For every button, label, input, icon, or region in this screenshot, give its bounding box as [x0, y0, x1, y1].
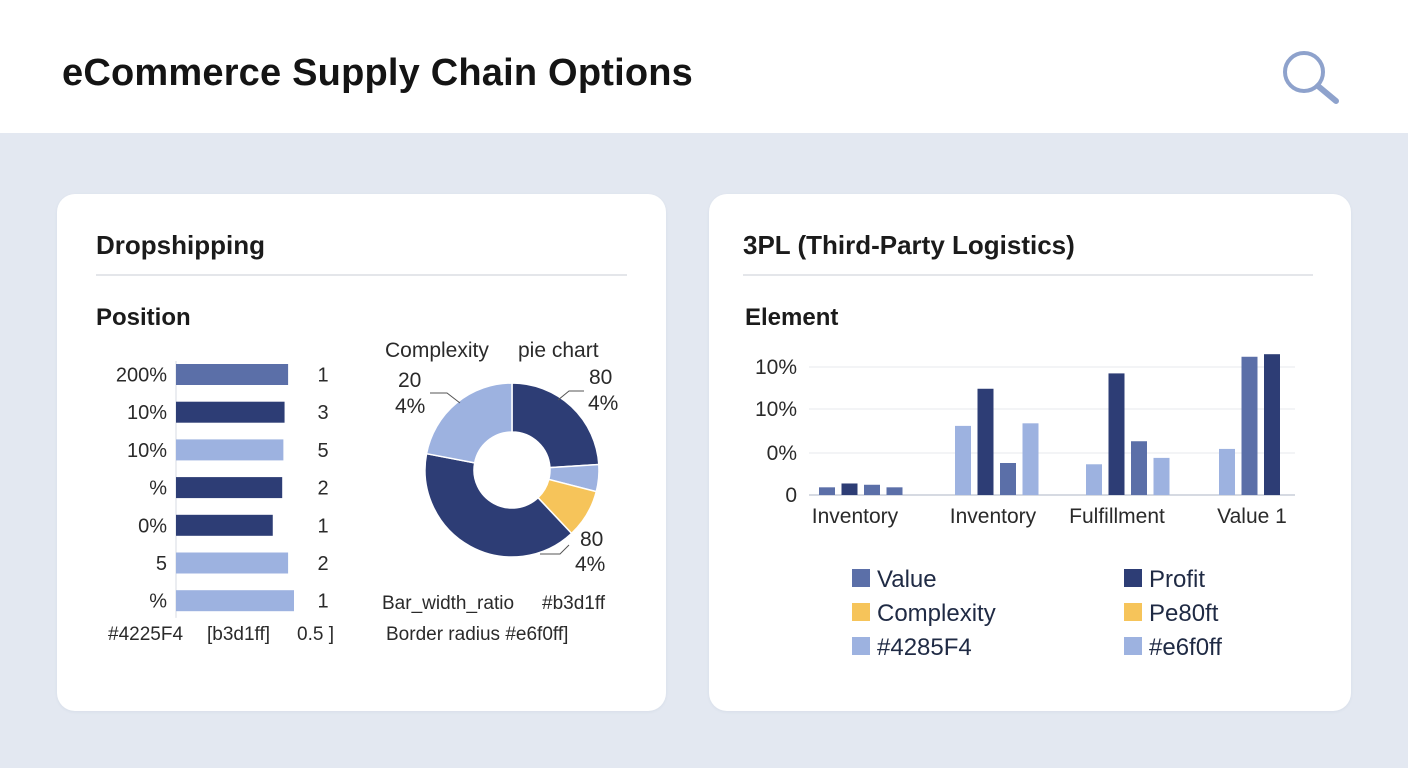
data-label: 1	[317, 591, 328, 613]
tick-label: %	[149, 591, 167, 613]
data-label: 1	[317, 365, 328, 387]
footer-label: Border radius #e6f0ff]	[386, 624, 568, 645]
bar	[1241, 356, 1258, 495]
data-label: 2	[317, 553, 328, 575]
footer-label: Bar_width_ratio	[382, 593, 514, 614]
divider	[743, 274, 1313, 276]
bar	[977, 388, 994, 495]
bar	[1022, 423, 1039, 495]
chart-title: pie chart	[518, 339, 599, 362]
bar	[841, 483, 858, 495]
footer-label: [b3d1ff]	[207, 624, 270, 645]
bar	[176, 439, 284, 461]
footer-label: #b3d1ff	[542, 593, 606, 614]
callout-label: 80	[589, 366, 612, 389]
x-tick-label: Inventory	[812, 505, 899, 528]
bar	[1264, 354, 1280, 495]
legend-swatch	[1124, 603, 1142, 621]
x-tick-label: Inventory	[950, 505, 1037, 528]
x-tick-label: Value 1	[1217, 505, 1287, 528]
callout-line	[430, 392, 461, 404]
legend-label: Pe80ft	[1149, 600, 1219, 627]
bar	[176, 590, 294, 612]
section-label: Element	[745, 304, 839, 331]
legend-label: Complexity	[877, 600, 996, 627]
app-header: eCommerce Supply Chain Options	[0, 0, 1408, 133]
legend-label: #e6f0ff	[1149, 634, 1222, 661]
legend-swatch	[1124, 569, 1142, 587]
tick-label: 10%	[127, 440, 167, 462]
search-button[interactable]	[1278, 48, 1344, 106]
bar	[886, 487, 903, 495]
card-title: 3PL (Third-Party Logistics)	[743, 230, 1075, 260]
divider	[96, 274, 627, 276]
bar	[1000, 463, 1016, 495]
footer-label: 0.5 ]	[297, 624, 334, 645]
y-tick-label: 10%	[755, 398, 797, 421]
page-title: eCommerce Supply Chain Options	[62, 52, 693, 94]
dropshipping-card: Dropshipping Position 200% 1 10% 3 10% 5% 2 0% 1…	[57, 194, 666, 711]
callout-line	[540, 544, 570, 555]
threepl-chart: 0 0% 10% 10% Inventory Inventory Fulfillment Va…	[755, 354, 1295, 661]
bar	[176, 364, 289, 385]
tick-label: %	[149, 478, 167, 500]
tick-label: 10%	[127, 402, 167, 424]
bar	[819, 487, 835, 495]
dropshipping-charts: 200% 1 10% 3 10% 5% 2 0% 1 5 2% 1 #4225F4 [b3d1ff] 0.5…	[108, 339, 618, 645]
legend-label: Profit	[1149, 566, 1205, 593]
bar	[1086, 464, 1102, 495]
bar	[1219, 448, 1235, 495]
pie-slice	[511, 382, 600, 469]
pie-slice	[425, 382, 513, 464]
tick-label: 5	[156, 553, 167, 575]
bar	[176, 477, 283, 499]
callout-label: 80	[580, 528, 603, 551]
legend-swatch	[1124, 637, 1142, 655]
bar	[176, 514, 273, 536]
tick-label: 0%	[138, 515, 167, 537]
callout-label: 4%	[588, 392, 618, 415]
bar	[955, 425, 971, 495]
legend-swatch	[852, 637, 870, 655]
section-label: Position	[96, 304, 191, 331]
legend-swatch	[852, 603, 870, 621]
bar	[864, 484, 880, 495]
callout-label: 4%	[395, 395, 425, 418]
y-tick-label: 0	[785, 484, 797, 507]
callout-label: 4%	[575, 553, 605, 576]
bar	[176, 552, 289, 574]
bar	[1131, 441, 1147, 495]
callout-label: 20	[398, 369, 421, 392]
threepl-card: 3PL (Third-Party Logistics) Element 0 0% 1…	[709, 194, 1351, 711]
legend-label: Value	[877, 566, 937, 593]
callout-line	[557, 390, 584, 401]
data-label: 3	[317, 402, 328, 424]
chart-title: Complexity	[385, 339, 489, 362]
y-tick-label: 10%	[755, 356, 797, 379]
bar	[1153, 457, 1170, 495]
pie-slice	[424, 452, 573, 558]
data-label: 5	[317, 440, 328, 462]
bar	[1108, 373, 1125, 495]
bar	[176, 401, 285, 423]
data-label: 1	[317, 515, 328, 537]
legend-label: #4285F4	[877, 634, 972, 661]
footer-label: #4225F4	[108, 624, 183, 645]
y-tick-label: 0%	[767, 442, 797, 465]
legend-swatch	[852, 569, 870, 587]
data-label: 2	[317, 478, 328, 500]
card-title: Dropshipping	[96, 230, 265, 260]
x-tick-label: Fulfillment	[1069, 505, 1165, 528]
search-icon	[1283, 51, 1339, 104]
tick-label: 200%	[116, 365, 167, 387]
